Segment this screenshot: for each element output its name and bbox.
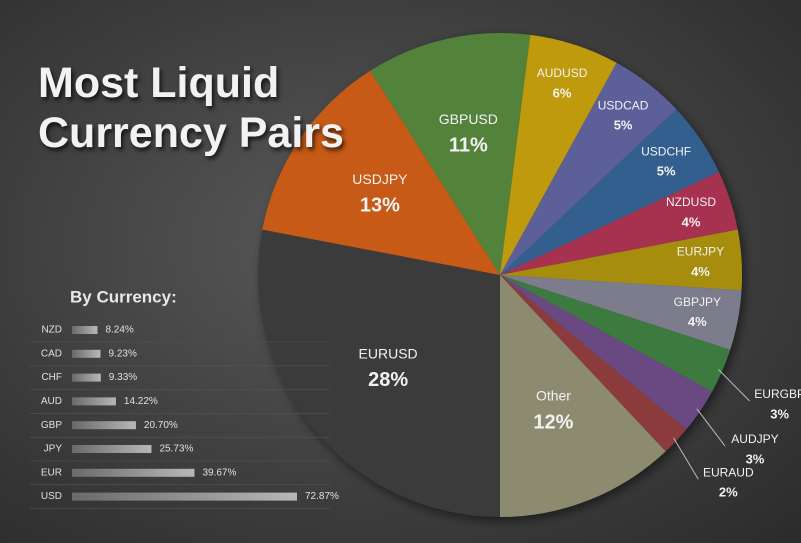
leader-line [673,437,699,480]
slice-label: USDCHF [641,144,691,158]
pie-slice [500,109,719,275]
slice-label: GBPJPY [674,295,721,309]
bar-value-label: 8.24% [105,325,133,336]
pie-slice [500,275,687,452]
slice-label: USDJPY [352,171,408,187]
bar [72,421,136,430]
y-tick-label: NZD [41,325,62,336]
y-tick-label: USD [41,491,62,502]
y-tick-label: CHF [41,372,62,383]
pie-slice [500,171,738,275]
slice-value-label: 13% [360,195,400,217]
bar [72,468,195,477]
bar-value-label: 9.33% [109,372,137,383]
bar [72,326,98,334]
slice-label: EURAUD [703,465,754,479]
y-tick-label: JPY [44,444,63,455]
bar-value-label: 72.87% [305,491,339,502]
leader-line [696,408,726,447]
pie-slice [500,275,742,350]
slice-value-label: 3% [746,451,765,466]
pie-slice [370,33,531,275]
pie-slice [500,275,713,430]
slice-value-label: 4% [691,264,710,279]
slice-value-label: 11% [449,135,488,157]
slice-label: Other [536,388,571,404]
y-tick-label: CAD [41,348,62,359]
bar-value-label: 25.73% [159,444,193,455]
bar-value-label: 9.23% [108,348,136,359]
bar-chart-title: By Currency: [70,287,177,306]
slice-value-label: 4% [688,314,707,329]
pie-slice [500,229,742,291]
slice-label: NZDUSD [666,195,716,209]
slice-value-label: 28% [368,369,408,391]
slice-label: AUDJPY [731,432,778,446]
bar [72,373,101,382]
pie-slice [258,229,500,517]
leader-line [718,369,750,402]
pie-slice [262,70,500,276]
bar-value-label: 14.22% [124,396,158,407]
slice-value-label: 2% [719,485,738,500]
slice-value-label: 5% [614,118,633,133]
y-tick-label: EUR [41,467,62,478]
bar-value-label: 39.67% [202,467,236,478]
bar [72,397,116,406]
y-tick-label: GBP [41,420,62,431]
slice-label: USDCAD [598,98,649,112]
pie-slice [500,275,731,392]
bar [72,492,297,501]
slice-label: GBPUSD [439,111,498,127]
slice-value-label: 12% [533,411,573,433]
bar [72,349,101,358]
chart-title: Most Liquid Currency Pairs [38,59,344,157]
slice-label: EURGBP [754,387,801,401]
slice-value-label: 5% [657,164,676,179]
slice-label: EURUSD [359,345,418,361]
pie-slice [500,34,617,276]
pie-slice [500,62,677,276]
slice-value-label: 3% [770,406,789,421]
slice-value-label: 6% [553,85,572,100]
y-tick-label: AUD [41,396,62,407]
bar-value-label: 20.70% [144,420,178,431]
slice-label: AUDUSD [537,66,588,80]
slice-label: EURJPY [677,245,724,259]
pie-slice [500,275,666,517]
slice-value-label: 4% [682,214,701,229]
bar [72,445,152,453]
